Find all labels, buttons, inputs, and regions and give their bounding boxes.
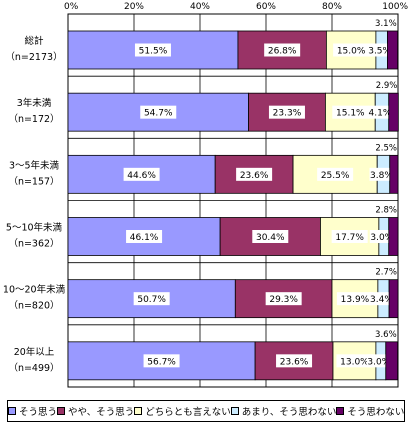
category-label: 10～20年未満 bbox=[3, 284, 66, 296]
bar-segment bbox=[388, 92, 399, 132]
data-label: 2.8% bbox=[375, 206, 397, 216]
x-tick-label: 0% bbox=[64, 2, 79, 12]
data-label: 23.3% bbox=[273, 109, 302, 119]
data-label: 50.7% bbox=[137, 295, 166, 305]
data-label: 51.5% bbox=[139, 47, 168, 57]
legend-label: あまり、そう思わない bbox=[241, 407, 337, 418]
data-label-box bbox=[332, 105, 369, 119]
data-label-box bbox=[336, 292, 373, 306]
category-sample-size: （n=157） bbox=[8, 175, 59, 187]
data-label-box bbox=[264, 43, 301, 57]
data-label: 23.6% bbox=[280, 357, 309, 367]
legend-item: そう思わない bbox=[336, 404, 404, 418]
bar-segment bbox=[388, 217, 399, 256]
legend-swatch bbox=[134, 407, 143, 415]
legend-swatch bbox=[336, 407, 345, 415]
data-label: 3.5% bbox=[368, 47, 391, 57]
data-label: 13.9% bbox=[341, 295, 370, 305]
category-sample-size: （n=820） bbox=[8, 300, 59, 312]
data-label-box bbox=[236, 167, 273, 181]
category-label: 5～10年未満 bbox=[6, 222, 63, 234]
data-label: 15.0% bbox=[337, 47, 366, 57]
data-label: 3.0% bbox=[370, 233, 393, 243]
category-sample-size: （n=2173） bbox=[5, 51, 62, 63]
data-label-box bbox=[143, 354, 180, 368]
data-label: 3.8% bbox=[370, 171, 393, 181]
bar-segment bbox=[387, 30, 399, 70]
x-tick-label: 60% bbox=[256, 2, 276, 12]
data-label-box bbox=[252, 230, 289, 243]
data-label-box bbox=[317, 167, 354, 181]
data-label-box bbox=[331, 230, 368, 243]
legend-label: そう思わない bbox=[347, 407, 405, 418]
legend-item: どちらとも言えない bbox=[134, 404, 231, 418]
category-label: 3～5年未満 bbox=[9, 159, 60, 171]
data-label-box bbox=[276, 354, 313, 368]
data-label-box bbox=[369, 167, 394, 181]
x-tick-label: 20% bbox=[124, 2, 144, 12]
category-label: 20年以上 bbox=[14, 346, 55, 358]
data-label-box bbox=[133, 292, 170, 306]
category-label: 総計 bbox=[24, 35, 44, 47]
legend-swatch bbox=[230, 407, 239, 415]
data-label: 13.0% bbox=[340, 357, 369, 367]
legend-item: そう思う bbox=[8, 404, 57, 418]
data-label-box bbox=[369, 230, 394, 243]
data-label-box bbox=[333, 43, 370, 57]
category-label: 3年未満 bbox=[17, 97, 52, 109]
legend-label: やや、そう思う bbox=[68, 407, 135, 418]
category-sample-size: （n=172） bbox=[8, 113, 59, 125]
data-label: 4.1% bbox=[369, 109, 392, 119]
legend-item: あまり、そう思わない bbox=[230, 404, 337, 418]
data-label: 56.7% bbox=[147, 357, 176, 367]
data-label: 2.5% bbox=[375, 143, 397, 153]
data-label-box bbox=[134, 43, 171, 57]
legend-swatch bbox=[57, 407, 66, 415]
data-label: 30.4% bbox=[256, 233, 285, 243]
data-label-box bbox=[268, 105, 305, 119]
legend-label: どちらとも言えない bbox=[145, 407, 231, 418]
data-label: 15.1% bbox=[336, 109, 365, 119]
category-sample-size: （n=499） bbox=[8, 362, 59, 374]
data-label: 46.1% bbox=[130, 233, 159, 243]
data-label: 54.7% bbox=[144, 109, 173, 119]
legend-label: そう思う bbox=[19, 407, 58, 418]
x-tick-label: 100% bbox=[382, 2, 408, 12]
data-label: 17.7% bbox=[335, 233, 364, 243]
category-sample-size: （n=362） bbox=[8, 238, 59, 250]
data-label: 3.6% bbox=[375, 330, 397, 340]
x-tick-label: 80% bbox=[322, 2, 342, 12]
legend: そう思う やや、そう思う どちらとも言えない あまり、そう思わない そう思わない bbox=[7, 400, 405, 422]
data-label-box bbox=[140, 105, 177, 119]
data-label: 2.7% bbox=[375, 268, 397, 278]
data-label: 44.6% bbox=[127, 171, 156, 181]
bar-segment bbox=[388, 279, 399, 319]
data-label: 23.6% bbox=[240, 171, 269, 181]
data-label-box bbox=[367, 105, 392, 119]
data-label: 25.5% bbox=[321, 171, 350, 181]
legend-item: やや、そう思う bbox=[57, 404, 134, 418]
x-tick-label: 40% bbox=[190, 2, 210, 12]
legend-swatch bbox=[8, 407, 16, 415]
data-label: 3.1% bbox=[375, 19, 397, 29]
data-label-box bbox=[126, 230, 163, 243]
data-label-box bbox=[366, 354, 391, 368]
data-label-box bbox=[123, 167, 160, 181]
data-label-box bbox=[367, 43, 392, 57]
data-label: 26.8% bbox=[268, 47, 297, 57]
data-label: 3.4% bbox=[370, 295, 393, 305]
data-label: 2.9% bbox=[376, 81, 398, 91]
bar-segment bbox=[385, 341, 399, 381]
data-label-box bbox=[265, 292, 302, 306]
data-label-box bbox=[369, 292, 394, 306]
bar-segment bbox=[389, 154, 399, 194]
data-label-box bbox=[336, 354, 373, 368]
data-label: 3.0% bbox=[367, 357, 390, 367]
data-label: 29.3% bbox=[269, 295, 298, 305]
